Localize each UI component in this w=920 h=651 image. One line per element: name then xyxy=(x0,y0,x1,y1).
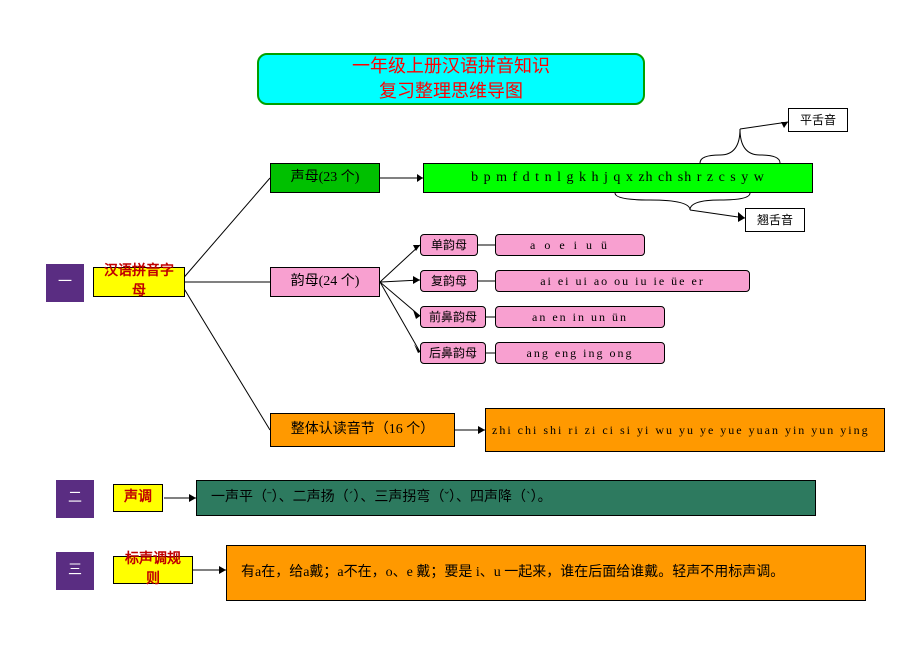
zhengti-content: zhi chi shi ri zi ci si yi wu yu ye yue … xyxy=(485,408,885,452)
yunmu-sub2-content: an en in un ün xyxy=(495,306,665,328)
title-box: 一年级上册汉语拼音知识 复习整理思维导图 xyxy=(257,53,645,105)
section1-num: 一 xyxy=(46,264,84,302)
title-line1: 一年级上册汉语拼音知识 xyxy=(352,56,550,76)
section2-label: 声调 xyxy=(113,484,163,512)
section3-num: 三 xyxy=(56,552,94,590)
section2-content: 一声平（ˉ）、二声扬（ˊ）、三声拐弯（ˇ）、四声降（ˋ）。 xyxy=(196,480,816,516)
shengmu-label: 声母(23 个) xyxy=(270,163,380,193)
yunmu-sub3-content: ang eng ing ong xyxy=(495,342,665,364)
section3-content: 有a在，给a戴；a不在，o、e 戴；要是 i、u 一起来，谁在后面给谁戴。轻声不… xyxy=(226,545,866,601)
zhengti-label: 整体认读音节（16 个） xyxy=(270,413,455,447)
yunmu-sub0-content: a o e i u ü xyxy=(495,234,645,256)
section1-root: 汉语拼音字母 xyxy=(93,267,185,297)
yunmu-sub3-label: 后鼻韵母 xyxy=(420,342,486,364)
yunmu-sub1-label: 复韵母 xyxy=(420,270,478,292)
yunmu-sub0-label: 单韵母 xyxy=(420,234,478,256)
qiaoshe-note: 翘舌音 xyxy=(745,208,805,232)
yunmu-label: 韵母(24 个) xyxy=(270,267,380,297)
section3-label: 标声调规则 xyxy=(113,556,193,584)
yunmu-sub2-label: 前鼻韵母 xyxy=(420,306,486,328)
section2-num: 二 xyxy=(56,480,94,518)
shengmu-content: b p m f d t n l g k h j q x zh ch sh r z… xyxy=(423,163,813,193)
yunmu-sub1-content: ai ei ui ao ou iu ie üe er xyxy=(495,270,750,292)
pingshe-note: 平舌音 xyxy=(788,108,848,132)
title-line2: 复习整理思维导图 xyxy=(379,81,523,101)
